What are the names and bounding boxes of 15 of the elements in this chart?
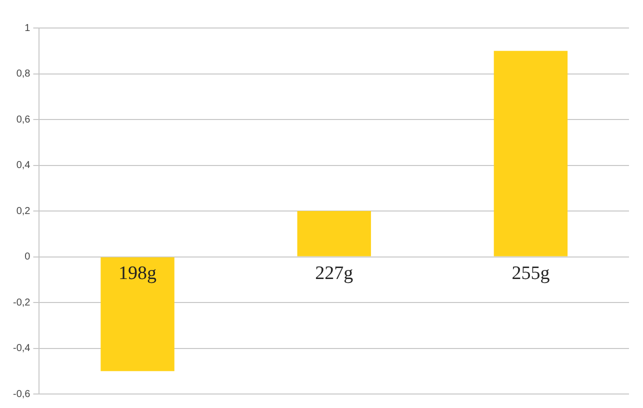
bar [494, 50, 568, 256]
x-tick-label: 198g [118, 263, 158, 284]
y-tick-label: 0,8 [16, 68, 31, 80]
x-tick-label: 227g [315, 263, 354, 284]
bar [100, 257, 174, 372]
y-tick-label: -0,2 [12, 297, 31, 308]
x-tick-label: 255g [512, 263, 550, 284]
y-tick-label: 0,2 [16, 206, 31, 217]
y-tick-label: -0,4 [12, 343, 31, 354]
y-tick-label: 0,6 [16, 114, 31, 126]
y-tick-label: 0 [24, 252, 31, 262]
bar [297, 211, 371, 256]
y-tick-label: 0,4 [16, 160, 31, 171]
y-tick-label: 1 [24, 22, 31, 34]
y-tick-label: -0,6 [12, 388, 31, 400]
